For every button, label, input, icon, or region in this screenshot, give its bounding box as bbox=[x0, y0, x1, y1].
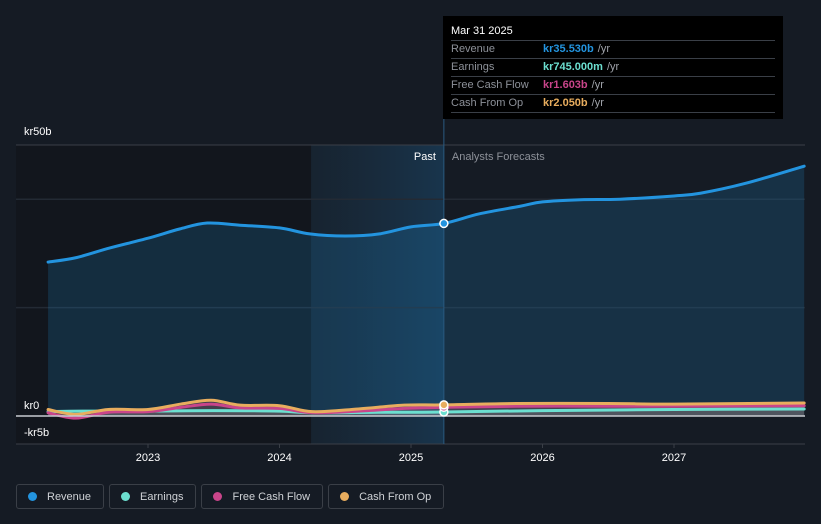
y-tick-label: kr0 bbox=[24, 400, 39, 412]
forecast-label: Analysts Forecasts bbox=[452, 151, 545, 163]
tooltip-value: kr35.530b bbox=[543, 43, 594, 55]
tooltip-label: Cash From Op bbox=[451, 97, 524, 109]
legend-item-earnings[interactable]: Earnings bbox=[109, 484, 197, 509]
legend-item-cash-from-op[interactable]: Cash From Op bbox=[328, 484, 445, 509]
y-tick-label: kr50b bbox=[24, 126, 52, 138]
tooltip-value: kr1.603b bbox=[543, 79, 588, 91]
marker-revenue bbox=[439, 218, 449, 229]
tooltip-unit: /yr bbox=[591, 97, 604, 109]
legend-item-revenue[interactable]: Revenue bbox=[16, 484, 105, 509]
legend-label: Earnings bbox=[140, 490, 184, 503]
x-tick-label: 2023 bbox=[136, 452, 160, 464]
legend-dot-icon bbox=[28, 492, 37, 501]
tooltip-date: Mar 31 2025 bbox=[451, 23, 775, 41]
chart: kr50b kr0 -kr5b 2023 2024 2025 2026 2027 Past A… bbox=[16, 16, 806, 464]
past-label: Past bbox=[414, 151, 436, 163]
legend-label: Cash From Op bbox=[359, 490, 432, 503]
tooltip-row-free-cash-flow: Free Cash Flow kr1.603b /yr bbox=[451, 77, 775, 95]
tooltip-value: kr745.000m bbox=[543, 61, 603, 73]
tooltip-unit: /yr bbox=[606, 61, 620, 73]
tooltip-row-cash-from-op: Cash From Op kr2.050b /yr bbox=[451, 95, 775, 113]
tooltip-row-revenue: Revenue kr35.530b /yr bbox=[451, 41, 775, 59]
pre-past-region bbox=[16, 145, 312, 444]
y-tick-label: -kr5b bbox=[24, 427, 49, 439]
legend: Revenue Earnings Free Cash Flow Cash Fro… bbox=[16, 484, 445, 509]
x-tick-label: 2025 bbox=[399, 452, 423, 464]
x-tick-label: 2024 bbox=[267, 452, 291, 464]
line-cash-from-op bbox=[46, 398, 806, 416]
legend-label: Revenue bbox=[47, 490, 92, 503]
area-revenue bbox=[48, 166, 805, 416]
tooltip-unit: /yr bbox=[591, 79, 604, 91]
past-region bbox=[311, 145, 444, 444]
tooltip-unit: /yr bbox=[597, 43, 610, 55]
tooltip-row-earnings: Earnings kr745.000m /yr bbox=[451, 59, 775, 77]
legend-label: Free Cash Flow bbox=[232, 490, 311, 503]
tooltip-value: kr2.050b bbox=[543, 97, 588, 109]
tooltip: Mar 31 2025 Revenue kr35.530b /yr Earnin… bbox=[443, 16, 783, 119]
tooltip-label: Earnings bbox=[451, 61, 495, 73]
legend-dot-icon bbox=[213, 492, 223, 501]
x-tick-label: 2027 bbox=[662, 452, 686, 464]
legend-item-free-cash-flow[interactable]: Free Cash Flow bbox=[201, 484, 324, 509]
x-tick-label: 2026 bbox=[530, 452, 554, 464]
legend-dot-icon bbox=[121, 492, 131, 501]
tooltip-label: Revenue bbox=[451, 43, 496, 55]
marker-cash-from-op bbox=[439, 400, 449, 410]
tooltip-label: Free Cash Flow bbox=[451, 79, 529, 91]
legend-dot-icon bbox=[340, 492, 350, 501]
line-revenue bbox=[46, 164, 806, 264]
